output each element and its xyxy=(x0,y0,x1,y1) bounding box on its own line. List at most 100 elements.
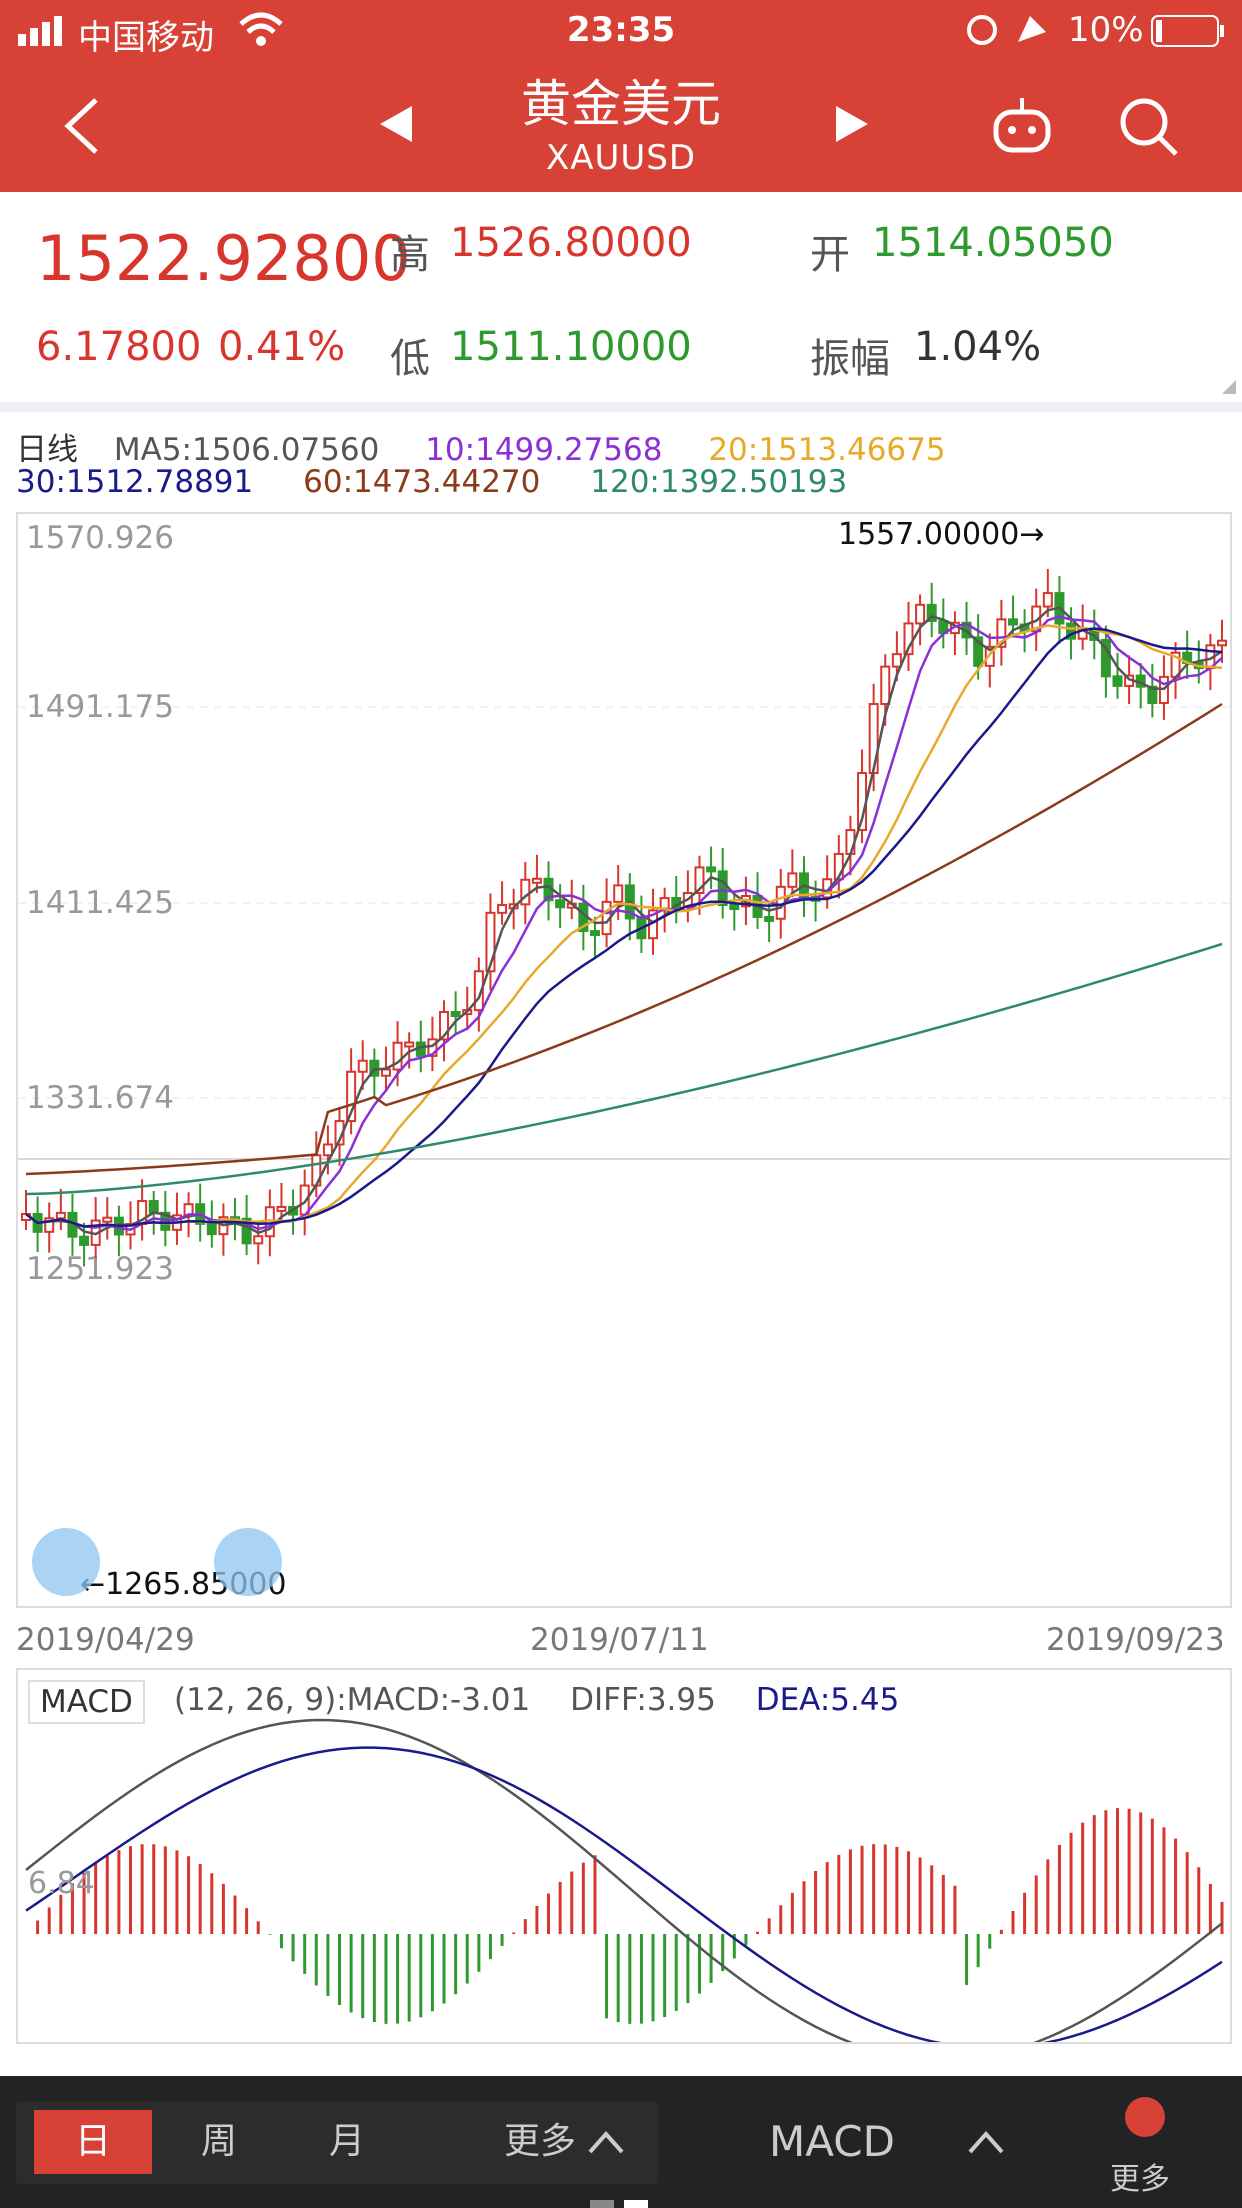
kline-chart[interactable]: 1570.926 1491.175 1411.425 1331.674 1251.923… xyxy=(16,512,1232,1608)
candle-body xyxy=(427,1038,438,1057)
signal-icon xyxy=(18,16,62,46)
lock-location-icon xyxy=(967,15,1046,45)
home-indicator-left xyxy=(590,2200,614,2208)
candle-body xyxy=(1007,618,1018,626)
ma60-value: 60:1473.44270 xyxy=(303,464,541,500)
candle-body xyxy=(973,636,984,667)
ma120-value: 120:1392.50193 xyxy=(590,464,848,500)
candle-body xyxy=(44,1217,55,1233)
y-tick-label: 1570.926 xyxy=(26,520,174,556)
x-tick-start: 2019/04/29 xyxy=(16,1622,195,1658)
low-label: 低 xyxy=(390,336,430,382)
ma10-line xyxy=(25,615,1223,1232)
candle-body xyxy=(392,1041,403,1071)
candle-body xyxy=(55,1211,66,1220)
candle-body xyxy=(79,1235,90,1246)
ma-legend-row-2: 30:1512.78891 60:1473.44270 120:1392.501… xyxy=(16,464,847,500)
zoom-handle-left xyxy=(32,1528,100,1596)
candle-body xyxy=(764,915,775,922)
more-dot-icon[interactable] xyxy=(1124,2096,1166,2138)
candle-body xyxy=(915,603,926,625)
expand-corner-icon[interactable] xyxy=(1222,380,1236,394)
tab-more[interactable]: 更多 xyxy=(503,2121,576,2162)
candle-body xyxy=(450,1011,461,1018)
candle-body xyxy=(160,1211,171,1231)
high-value: 1526.80000 xyxy=(450,220,692,266)
candle-body xyxy=(880,665,891,706)
price-change: 6.17800 xyxy=(36,324,202,370)
bottom-toolbar: 日 周 月 更多 MACD 更多 xyxy=(0,2076,1242,2208)
ma60-line xyxy=(25,702,1223,1176)
y-tick-label: 1331.674 xyxy=(26,1080,174,1116)
candle-body xyxy=(380,1068,391,1077)
macd-diff: DIFF:3.95 xyxy=(570,1682,716,1718)
candle-body xyxy=(148,1200,159,1214)
candle-body xyxy=(357,1059,368,1073)
tab-day[interactable]: 日 xyxy=(34,2110,152,2174)
amplitude-value: 1.04% xyxy=(914,324,1042,370)
x-tick-mid: 2019/07/11 xyxy=(530,1622,709,1658)
back-icon[interactable] xyxy=(60,96,104,156)
candle-body xyxy=(1042,592,1053,608)
kline-svg[interactable]: 1570.926 1491.175 1411.425 1331.674 1251.923… xyxy=(18,514,1230,1606)
battery-percent: 10% xyxy=(1068,10,1144,50)
candle-body xyxy=(1112,675,1123,687)
ma20-line xyxy=(25,624,1223,1228)
candle-body xyxy=(253,1235,264,1245)
candle-body xyxy=(729,904,740,911)
battery-icon xyxy=(1151,15,1224,47)
candle-body xyxy=(1217,639,1227,647)
ma30-value: 30:1512.78891 xyxy=(16,464,254,500)
candle-body xyxy=(1100,638,1111,678)
x-tick-end: 2019/09/23 xyxy=(1046,1622,1225,1658)
candle-body xyxy=(555,899,566,909)
candle-body xyxy=(485,911,496,973)
status-bar: 中国移动 23:35 10% xyxy=(0,0,1242,62)
dea-line xyxy=(25,1746,1223,2050)
prev-symbol-icon[interactable] xyxy=(378,104,414,144)
candle-body xyxy=(531,877,542,884)
robot-icon[interactable] xyxy=(990,94,1054,154)
ma5-value: MA5:1506.07560 xyxy=(113,432,380,468)
max-annotation: 1557.00000→ xyxy=(838,517,1044,552)
tab-week[interactable]: 周 xyxy=(200,2121,237,2162)
candle-body xyxy=(868,703,879,775)
macd-tick: 6.84 xyxy=(28,1866,95,1901)
ma5-line xyxy=(25,606,1223,1236)
indicator-selector[interactable]: MACD xyxy=(769,2117,895,2166)
tab-month[interactable]: 月 xyxy=(328,2121,365,2162)
candle-body xyxy=(996,618,1007,648)
ma10-value: 10:1499.27568 xyxy=(425,432,663,468)
more-right-label[interactable]: 更多 xyxy=(1110,2162,1170,2197)
candle-body xyxy=(706,866,717,873)
section-divider xyxy=(0,402,1242,412)
macd-label[interactable]: MACD xyxy=(28,1680,145,1724)
quote-panel: 1522.92800 6.17800 0.41% 高 1526.80000 低 … xyxy=(0,192,1242,402)
indicator-chevron-up-icon[interactable] xyxy=(968,2130,1004,2154)
app-header: 中国移动 23:35 10% 黄金美元 XAUUSD xyxy=(0,0,1242,192)
candle-body xyxy=(613,884,624,903)
home-indicator-right xyxy=(624,2200,648,2208)
candle-body xyxy=(322,1143,333,1157)
open-label: 开 xyxy=(810,232,850,278)
candle-body xyxy=(659,897,670,912)
candle-body xyxy=(102,1216,113,1223)
candle-body xyxy=(1066,622,1077,640)
symbol-code: XAUUSD xyxy=(545,138,697,178)
candle-body xyxy=(241,1217,252,1245)
search-icon[interactable] xyxy=(1118,96,1180,158)
macd-panel[interactable]: MACD (12, 26, 9):MACD:-3.01 DIFF:3.95 DE… xyxy=(16,1668,1232,2062)
chevron-up-icon[interactable] xyxy=(588,2130,624,2154)
page-title: 黄金美元 xyxy=(521,75,721,133)
candle-body xyxy=(276,1205,287,1212)
last-price: 1522.92800 xyxy=(36,222,411,295)
candle-body xyxy=(717,870,728,907)
candle-body xyxy=(206,1222,217,1236)
macd-dea: DEA:5.45 xyxy=(755,1682,900,1718)
ma-legend-row-1: 日线 MA5:1506.07560 10:1499.27568 20:1513.… xyxy=(16,424,946,469)
next-symbol-icon[interactable] xyxy=(834,104,870,144)
candle-body xyxy=(589,930,600,937)
ma120-line xyxy=(25,942,1223,1196)
candle-body xyxy=(439,1011,450,1041)
diff-line xyxy=(25,1718,1223,2062)
